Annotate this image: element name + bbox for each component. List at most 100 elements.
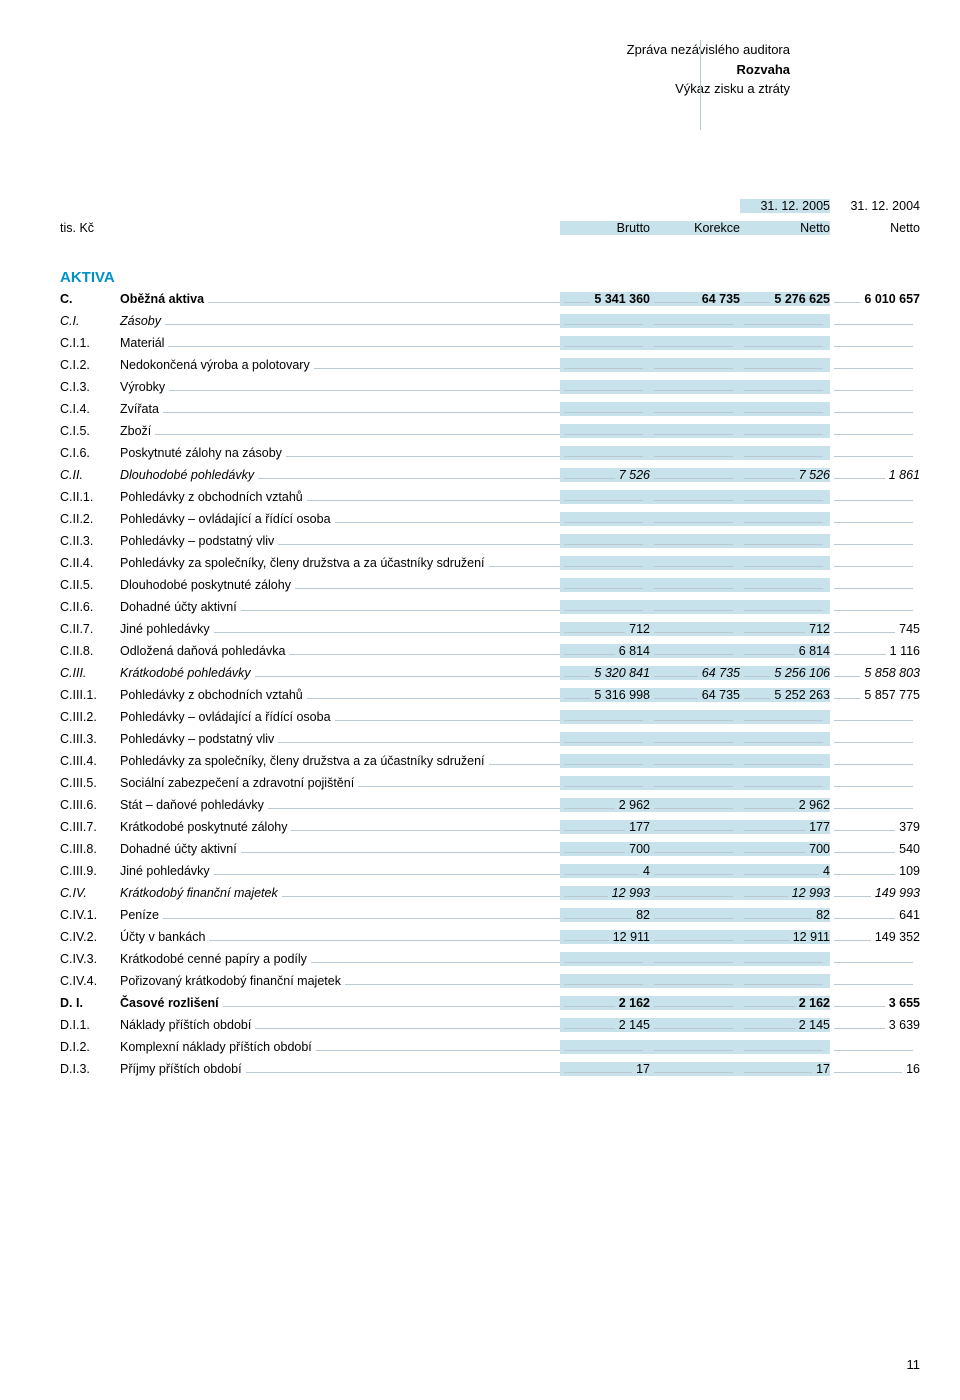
row-code: D.I.3. [60, 1062, 120, 1076]
cell-brutto [560, 314, 650, 328]
cell-brutto: 12 993 [560, 886, 650, 900]
cell-brutto [560, 732, 650, 746]
row-label: Výrobky [120, 380, 560, 394]
cell-korekce [650, 842, 740, 856]
cell-korekce [650, 798, 740, 812]
cell-korekce [650, 424, 740, 438]
col-netto-2: Netto [890, 221, 920, 235]
cell-brutto [560, 556, 650, 570]
col-date-2: 31. 12. 2004 [850, 199, 920, 213]
cell-brutto [560, 358, 650, 372]
row-label: Dlouhodobé pohledávky [120, 468, 560, 482]
col-netto-1: Netto [800, 221, 830, 235]
cell-netto-prior: 3 639 [830, 1018, 920, 1032]
cell-korekce [650, 820, 740, 834]
row-label: Stát – daňové pohledávky [120, 798, 560, 812]
row-label: Účty v bankách [120, 930, 560, 944]
cell-netto-prior [830, 776, 920, 790]
cell-netto-prior: 5 857 775 [830, 688, 920, 702]
table-row: C.II.2.Pohledávky – ovládající a řídící … [60, 512, 920, 534]
header-line-3: Výkaz zisku a ztráty [60, 79, 790, 99]
cell-netto-current: 712 [740, 622, 830, 636]
balance-table: 31. 12. 2005 31. 12. 2004 tis. Kč Brutto… [60, 199, 920, 1084]
row-code: C.II.6. [60, 600, 120, 614]
cell-brutto [560, 446, 650, 460]
cell-korekce [650, 1040, 740, 1054]
row-code: C.III.7. [60, 820, 120, 834]
cell-korekce [650, 644, 740, 658]
cell-netto-current [740, 710, 830, 724]
table-row: D.I.2.Komplexní náklady příštích období [60, 1040, 920, 1062]
page-number: 11 [907, 1357, 921, 1372]
row-code: C.I.6. [60, 446, 120, 460]
unit-label: tis. Kč [60, 221, 120, 235]
cell-netto-prior: 149 352 [830, 930, 920, 944]
cell-brutto: 2 162 [560, 996, 650, 1010]
table-row: C.I.6.Poskytnuté zálohy na zásoby [60, 446, 920, 468]
cell-netto-prior [830, 490, 920, 504]
row-code: C.II.3. [60, 534, 120, 548]
cell-netto-prior [830, 578, 920, 592]
cell-brutto: 5 320 841 [560, 666, 650, 680]
cell-netto-current [740, 952, 830, 966]
cell-netto-prior [830, 710, 920, 724]
cell-brutto: 4 [560, 864, 650, 878]
cell-netto-current: 12 911 [740, 930, 830, 944]
row-label: Pohledávky z obchodních vztahů [120, 688, 560, 702]
table-row: C.II.8.Odložená daňová pohledávka6 814 6… [60, 644, 920, 666]
row-label: Pohledávky – ovládající a řídící osoba [120, 512, 560, 526]
cell-brutto [560, 578, 650, 592]
row-code: C.II.2. [60, 512, 120, 526]
document-header: Zpráva nezávislého auditora Rozvaha Výka… [60, 40, 920, 99]
section-title: AKTIVA [60, 269, 920, 286]
cell-netto-prior [830, 314, 920, 328]
cell-netto-prior [830, 512, 920, 526]
table-row: C.II.5.Dlouhodobé poskytnuté zálohy [60, 578, 920, 600]
row-code: C.IV.2. [60, 930, 120, 944]
cell-netto-prior: 6 010 657 [830, 292, 920, 306]
cell-korekce [650, 358, 740, 372]
cell-netto-prior [830, 974, 920, 988]
header-line-2: Rozvaha [60, 60, 790, 80]
row-label: Zboží [120, 424, 560, 438]
cell-netto-current [740, 974, 830, 988]
table-row: C.II.7.Jiné pohledávky712 712745 [60, 622, 920, 644]
cell-netto-prior [830, 1040, 920, 1054]
table-row: C.III.3.Pohledávky – podstatný vliv [60, 732, 920, 754]
cell-brutto: 17 [560, 1062, 650, 1076]
cell-brutto: 2 962 [560, 798, 650, 812]
row-code: C.III. [60, 666, 120, 680]
cell-netto-prior: 379 [830, 820, 920, 834]
cell-brutto [560, 754, 650, 768]
cell-korekce: 64 735 [650, 292, 740, 306]
cell-netto-current: 2 145 [740, 1018, 830, 1032]
table-row: C.I.4.Zvířata [60, 402, 920, 424]
row-label: Krátkodobý finanční majetek [120, 886, 560, 900]
table-row: C.III.5.Sociální zabezpečení a zdravotní… [60, 776, 920, 798]
cell-netto-current [740, 512, 830, 526]
cell-brutto: 7 526 [560, 468, 650, 482]
row-code: D.I.1. [60, 1018, 120, 1032]
cell-brutto [560, 336, 650, 350]
cell-netto-current [740, 754, 830, 768]
row-code: C.IV.1. [60, 908, 120, 922]
cell-brutto [560, 952, 650, 966]
row-code: C.I.3. [60, 380, 120, 394]
row-label: Pohledávky – podstatný vliv [120, 534, 560, 548]
cell-netto-current: 177 [740, 820, 830, 834]
table-row: D. I.Časové rozlišení2 162 2 1623 655 [60, 996, 920, 1018]
cell-netto-current: 5 256 106 [740, 666, 830, 680]
row-code: C.I.2. [60, 358, 120, 372]
cell-netto-prior: 1 116 [830, 644, 920, 658]
table-row: C.III.1.Pohledávky z obchodních vztahů5 … [60, 688, 920, 710]
table-row: C.II.6.Dohadné účty aktivní [60, 600, 920, 622]
cell-korekce [650, 908, 740, 922]
row-code: C.IV. [60, 886, 120, 900]
cell-korekce [650, 314, 740, 328]
cell-brutto: 712 [560, 622, 650, 636]
row-code: C.I. [60, 314, 120, 328]
cell-netto-current: 4 [740, 864, 830, 878]
cell-netto-prior: 5 858 803 [830, 666, 920, 680]
cell-brutto: 82 [560, 908, 650, 922]
row-code: C.II.4. [60, 556, 120, 570]
